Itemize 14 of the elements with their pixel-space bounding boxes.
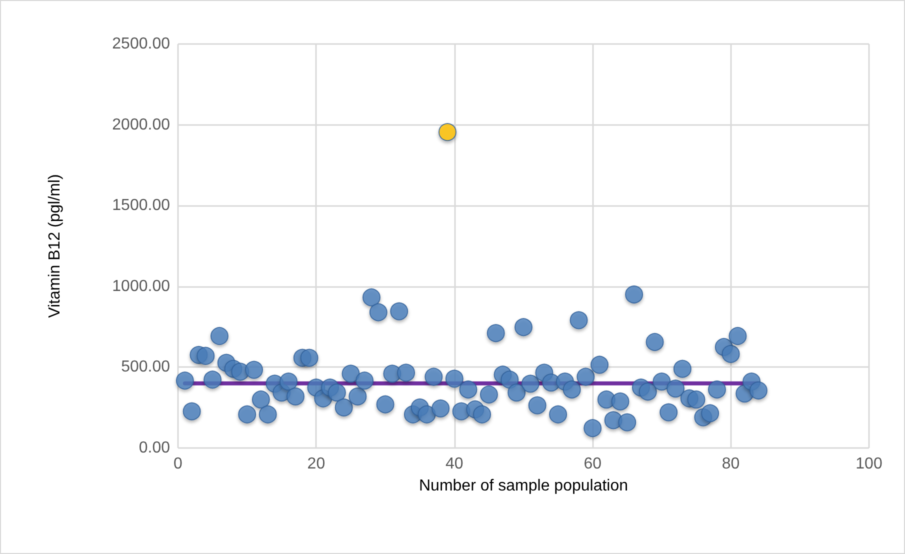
y-tick-label: 500.00 — [121, 358, 170, 376]
x-tick-label: 100 — [856, 456, 882, 472]
x-tick-label: 0 — [174, 456, 183, 472]
x-tick-label: 60 — [584, 456, 602, 472]
x-tick-label: 20 — [307, 456, 326, 472]
y-tick-label: 2500.00 — [112, 36, 170, 52]
y-tick-label: 1000.00 — [112, 278, 170, 295]
y-axis-title: Vitamin B12 (pgl/ml) — [46, 174, 64, 318]
x-tick-label: 80 — [722, 456, 740, 472]
y-tick-label: 0.00 — [138, 440, 170, 456]
x-tick-label: 40 — [446, 456, 464, 472]
y-tick-label: 1500.00 — [112, 197, 170, 214]
y-tick-label: 2000.00 — [112, 116, 170, 134]
x-axis-title: Number of sample population — [418, 478, 628, 494]
